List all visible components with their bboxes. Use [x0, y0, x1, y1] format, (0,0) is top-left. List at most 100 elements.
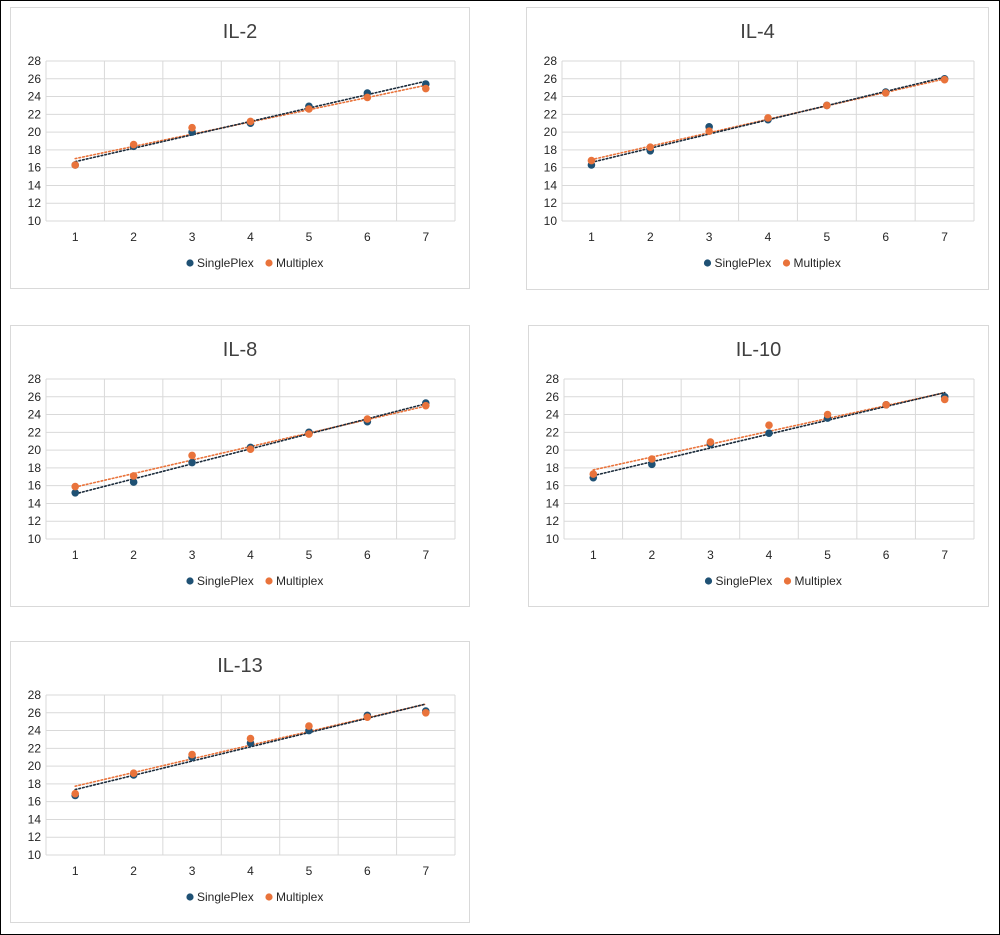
- y-tick-label: 28: [28, 688, 42, 702]
- x-tick-label: 2: [647, 230, 654, 244]
- legend-marker-singleplex: [704, 577, 713, 585]
- point-multiplex: [421, 708, 430, 717]
- y-tick-label: 18: [544, 143, 558, 157]
- y-tick-label: 14: [544, 178, 558, 192]
- legend-label-singleplex: SinglePlex: [197, 890, 254, 904]
- legend-marker-multiplex: [265, 577, 273, 585]
- point-multiplex: [705, 127, 713, 136]
- x-tick-label: 2: [130, 230, 137, 244]
- point-multiplex: [764, 114, 772, 122]
- y-tick-label: 10: [28, 848, 42, 862]
- y-tick-label: 28: [546, 372, 560, 386]
- y-tick-label: 22: [544, 107, 558, 121]
- y-tick-label: 20: [546, 443, 560, 457]
- x-tick-label: 6: [882, 230, 889, 244]
- chart-title: IL-4: [740, 21, 774, 43]
- x-tick-label: 6: [883, 548, 890, 562]
- y-tick-label: 24: [28, 90, 42, 104]
- x-tick-label: 1: [72, 864, 79, 878]
- point-multiplex: [363, 415, 372, 423]
- x-tick-label: 7: [422, 230, 429, 244]
- x-tick-label: 1: [590, 548, 597, 562]
- point-singleplex: [765, 429, 773, 438]
- point-multiplex: [129, 140, 138, 149]
- point-singleplex: [129, 478, 138, 486]
- chart-panel-il-8: IL-8 10 12 14 16 18 20 22 24 26 28 1 2 3 4 5 6 7 SinglePle…: [10, 325, 470, 607]
- y-tick-label: 10: [546, 532, 560, 546]
- point-multiplex: [188, 451, 196, 460]
- chart-title: IL-2: [223, 21, 257, 43]
- legend-marker-multiplex: [783, 577, 792, 585]
- x-tick-label: 7: [422, 864, 429, 878]
- y-tick-label: 10: [28, 214, 42, 228]
- y-tick-label: 16: [28, 161, 42, 175]
- legend-label-multiplex: Multiplex: [794, 256, 841, 270]
- x-tick-label: 4: [247, 230, 254, 244]
- chart-title: IL-10: [736, 339, 782, 361]
- y-tick-label: 28: [544, 54, 558, 68]
- x-tick-label: 5: [306, 230, 313, 244]
- legend-label-multiplex: Multiplex: [276, 890, 323, 904]
- x-tick-label: 5: [824, 548, 831, 562]
- y-tick-label: 22: [28, 741, 42, 755]
- chart-title: IL-8: [223, 339, 257, 361]
- y-tick-label: 14: [28, 496, 42, 510]
- legend-label-singleplex: SinglePlex: [197, 574, 254, 588]
- point-multiplex: [246, 445, 255, 454]
- x-tick-label: 7: [941, 548, 948, 562]
- x-tick-label: 5: [306, 548, 313, 562]
- y-tick-label: 22: [28, 107, 42, 121]
- y-tick-label: 24: [28, 408, 42, 422]
- x-tick-label: 4: [766, 548, 773, 562]
- legend-label-singleplex: SinglePlex: [715, 256, 772, 270]
- point-multiplex: [587, 156, 596, 165]
- x-tick-label: 3: [189, 548, 196, 562]
- y-tick-label: 16: [544, 161, 558, 175]
- x-tick-label: 4: [247, 548, 254, 562]
- legend-label-multiplex: Multiplex: [795, 574, 842, 588]
- y-tick-label: 12: [28, 830, 42, 844]
- y-tick-label: 20: [28, 443, 42, 457]
- point-multiplex: [246, 734, 255, 743]
- y-tick-label: 26: [28, 390, 42, 404]
- point-multiplex: [363, 713, 372, 722]
- y-tick-label: 26: [544, 72, 558, 86]
- y-tick-label: 12: [544, 196, 558, 210]
- legend-marker-singleplex: [186, 259, 194, 267]
- point-multiplex: [305, 722, 313, 730]
- point-multiplex: [129, 472, 138, 480]
- point-multiplex: [71, 482, 80, 491]
- y-tick-label: 14: [28, 178, 42, 192]
- chart-panel-il-10: IL-10 10 12 14 16 18 20 22 24 26 28 1 2 3 4 5 6 7 SinglePl…: [528, 325, 989, 607]
- y-tick-label: 28: [28, 54, 42, 68]
- legend-label-singleplex: SinglePlex: [716, 574, 773, 588]
- y-tick-label: 14: [28, 812, 42, 826]
- x-tick-label: 2: [130, 548, 137, 562]
- point-multiplex: [71, 161, 80, 169]
- y-tick-label: 18: [28, 461, 42, 475]
- x-tick-label: 1: [72, 548, 79, 562]
- point-multiplex: [823, 410, 832, 419]
- y-tick-label: 16: [28, 479, 42, 493]
- y-tick-label: 12: [28, 514, 42, 528]
- y-tick-label: 10: [28, 532, 42, 546]
- y-tick-label: 22: [28, 425, 42, 439]
- legend-label-singleplex: SinglePlex: [197, 256, 254, 270]
- point-multiplex: [129, 769, 138, 778]
- x-tick-label: 5: [824, 230, 831, 244]
- chart-panel-il-2: IL-2 10 12 14 16 18 20 22 24 26 28 1 2 3 4 5 6 7 SinglePle…: [10, 7, 470, 289]
- point-multiplex: [882, 400, 890, 409]
- x-tick-label: 6: [364, 230, 371, 244]
- x-tick-label: 3: [189, 864, 196, 878]
- x-tick-label: 5: [306, 864, 313, 878]
- chart-panel-il-13: IL-13 10 12 14 16 18 20 22 24 26 28 1 2 3 4 5 6 7 SinglePl…: [10, 641, 470, 923]
- x-tick-label: 6: [364, 548, 371, 562]
- point-singleplex: [71, 488, 80, 497]
- x-tick-label: 7: [941, 230, 948, 244]
- y-tick-label: 26: [546, 390, 560, 404]
- y-tick-label: 12: [546, 514, 560, 528]
- point-multiplex: [940, 395, 949, 404]
